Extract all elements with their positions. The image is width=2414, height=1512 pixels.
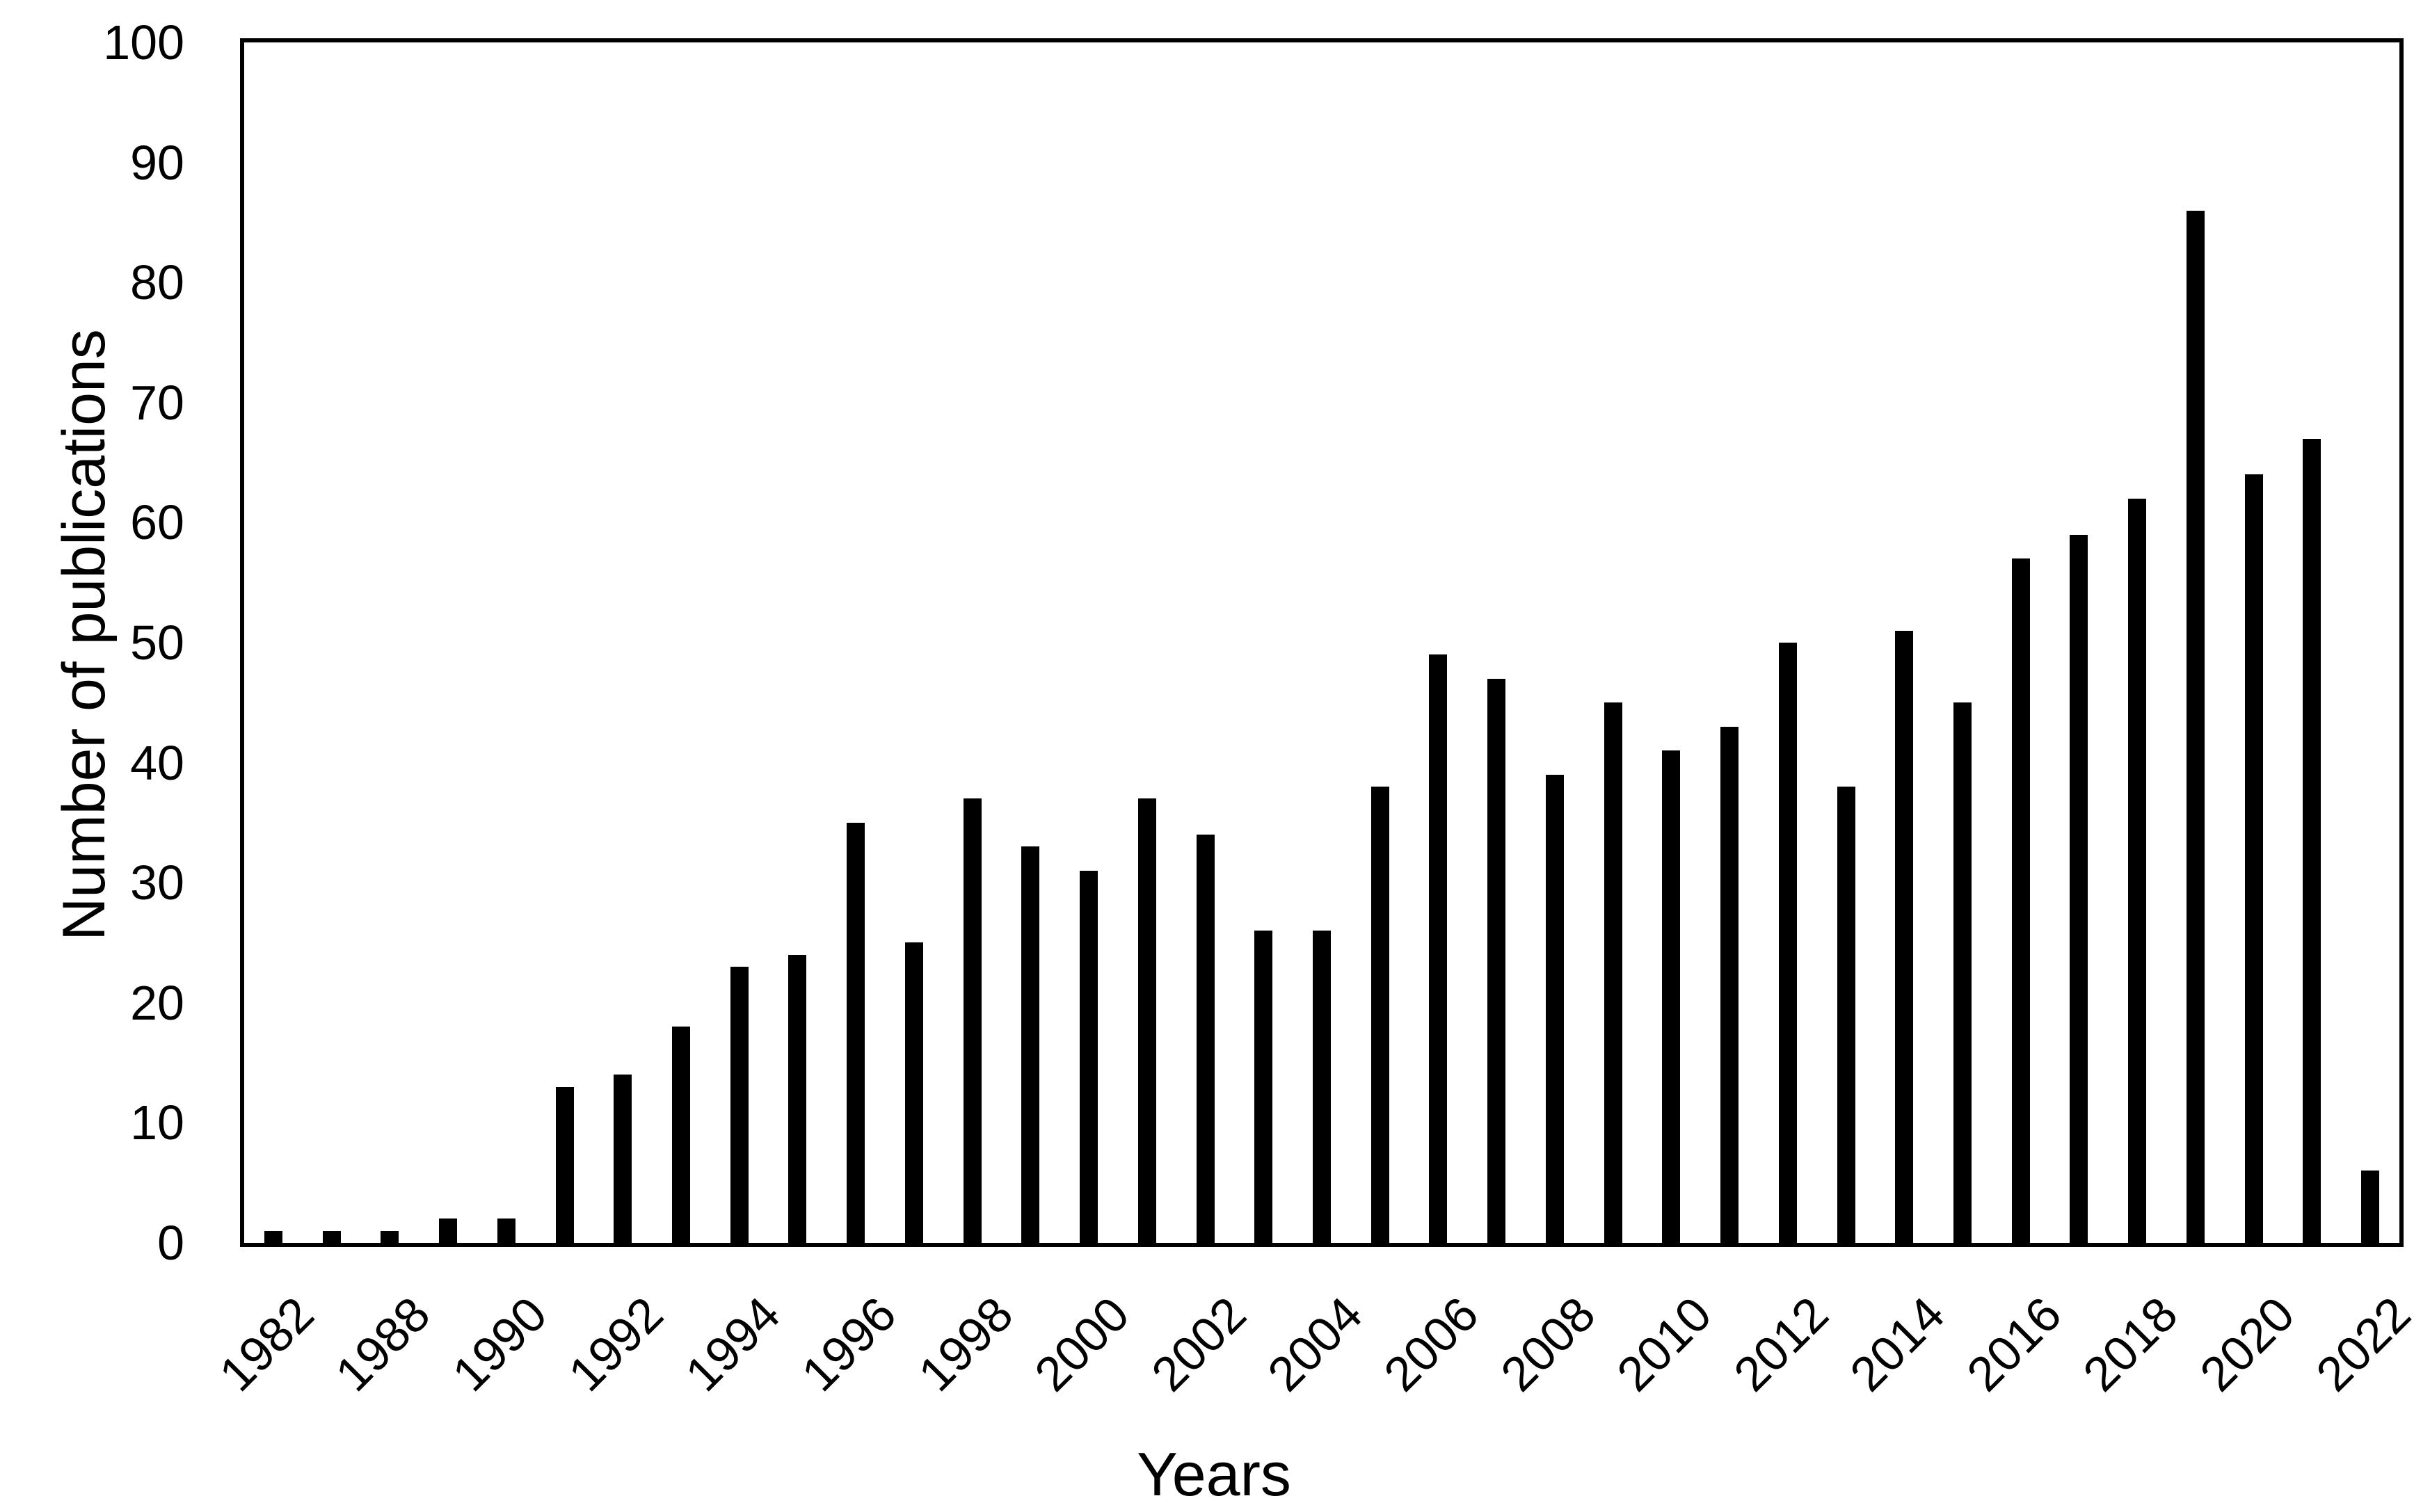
x-tick-label: 2000 (1024, 1286, 1140, 1402)
bar (1021, 846, 1039, 1243)
bar (1138, 798, 1156, 1243)
y-tick-label: 40 (130, 736, 184, 790)
bar (1953, 702, 1972, 1243)
y-tick-label: 100 (103, 15, 184, 70)
bar (2128, 499, 2146, 1243)
y-tick-label: 0 (157, 1216, 184, 1270)
bar (556, 1087, 574, 1243)
x-tick-label: 1988 (325, 1286, 441, 1402)
bar (672, 1027, 690, 1243)
bar (1720, 727, 1738, 1243)
bar (1197, 835, 1215, 1243)
y-tick-label: 80 (130, 255, 184, 309)
x-tick-label: 2002 (1141, 1286, 1257, 1402)
bar (1254, 931, 1272, 1243)
x-tick-label: 2012 (1723, 1286, 1839, 1402)
x-tick-label: 1998 (908, 1286, 1024, 1402)
bar (1662, 750, 1680, 1243)
bar (439, 1219, 457, 1243)
bar (1080, 871, 1098, 1243)
bar (730, 967, 749, 1243)
x-tick-label: 1992 (558, 1286, 674, 1402)
x-tick-label: 1994 (675, 1286, 791, 1402)
bar (1313, 931, 1331, 1243)
x-tick-label: 2018 (2072, 1286, 2189, 1402)
y-tick-label: 60 (130, 495, 184, 549)
bar (264, 1231, 282, 1243)
x-tick-label: 2014 (1839, 1286, 1956, 1402)
x-tick-label: 2010 (1606, 1286, 1722, 1402)
x-tick-label: 2006 (1373, 1286, 1489, 1402)
x-tick-label: 2004 (1257, 1286, 1373, 1402)
bar (2245, 474, 2263, 1243)
bar (2070, 535, 2088, 1243)
bar (905, 942, 923, 1243)
x-tick-label: 2022 (2305, 1286, 2414, 1402)
bar (1604, 702, 1622, 1243)
plot-area (240, 38, 2404, 1247)
x-tick-label: 1996 (791, 1286, 907, 1402)
bar (847, 823, 865, 1243)
bar (497, 1219, 515, 1243)
bar (1371, 787, 1389, 1243)
y-tick-label: 10 (130, 1095, 184, 1150)
x-tick-label: 2016 (1956, 1286, 2072, 1402)
bar (1487, 679, 1505, 1243)
bar (614, 1075, 632, 1243)
bar (788, 955, 806, 1243)
bar (1546, 775, 1564, 1243)
bar (1837, 787, 1855, 1243)
bar (2012, 558, 2030, 1243)
x-tick-label: 2020 (2189, 1286, 2305, 1402)
bar (2187, 211, 2205, 1243)
bar (323, 1231, 341, 1243)
bar (964, 798, 982, 1243)
bar (1779, 643, 1797, 1243)
x-tick-label: 2008 (1490, 1286, 1606, 1402)
y-tick-label: 70 (130, 376, 184, 430)
y-tick-label: 90 (130, 136, 184, 190)
bar (381, 1231, 399, 1243)
bar (1429, 654, 1447, 1243)
y-tick-label: 20 (130, 976, 184, 1030)
x-tick-label: 1982 (209, 1286, 325, 1402)
y-tick-label: 50 (130, 616, 184, 670)
y-tick-label: 30 (130, 855, 184, 910)
x-tick-label: 1990 (442, 1286, 558, 1402)
x-axis-title: Years (1137, 1440, 1291, 1509)
bar (2303, 439, 2321, 1243)
bar (2361, 1171, 2379, 1243)
bar (1895, 631, 1913, 1243)
